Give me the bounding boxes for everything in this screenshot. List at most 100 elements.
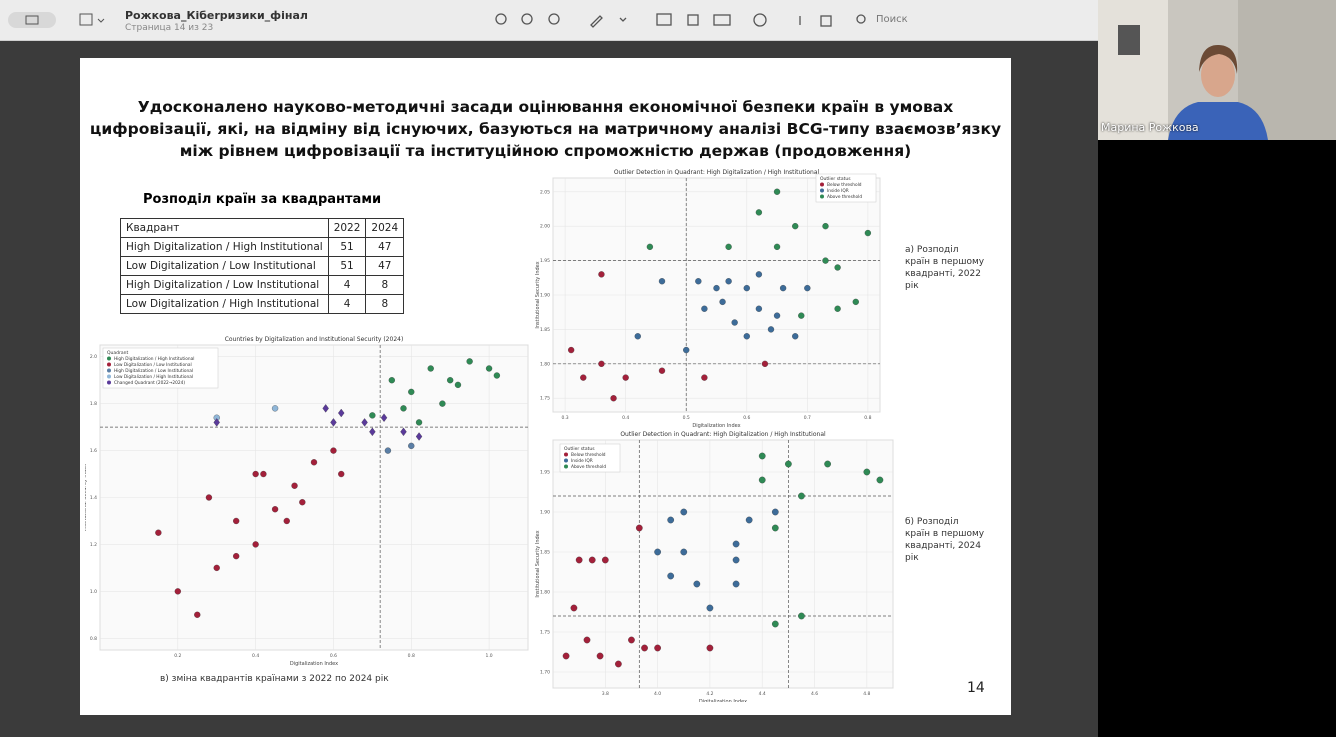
legend-entry: High Digitalization / High Institutional: [114, 356, 195, 362]
table-row: Low Digitalization / High Institutional 4…: [120, 294, 405, 314]
point: [361, 418, 368, 427]
icon: [25, 15, 39, 25]
point: [680, 548, 688, 556]
table-cell: 4: [327, 275, 367, 295]
page-number: 14: [967, 680, 985, 696]
y-tick-label: 2.0: [90, 354, 97, 360]
caption: в) зміна квадрантів країнами з 2022 по 2…: [160, 674, 389, 684]
point: [680, 508, 688, 516]
point: [583, 636, 591, 644]
legend-swatch: [564, 452, 568, 457]
table-cell: High Digitalization / High Institutional: [120, 237, 329, 257]
point: [824, 460, 831, 468]
point: [641, 644, 648, 652]
point: [291, 482, 298, 489]
toolbar: Рожкова_Кібеrризики_фінал Страница 14 из…: [0, 0, 1098, 41]
point: [447, 377, 454, 384]
legend-entry: Low Digitalization / High Institutional: [114, 374, 193, 380]
point: [493, 372, 501, 379]
point: [233, 553, 240, 560]
table-cell: 8: [365, 275, 405, 295]
y-tick-label: 1.80: [540, 590, 550, 596]
page-info: Страница 14 из 23: [125, 23, 214, 33]
legend-entry: Below threshold: [571, 452, 606, 458]
point: [580, 374, 587, 381]
point: [804, 284, 811, 292]
y-tick-label: 1.75: [540, 396, 550, 402]
point: [743, 284, 750, 292]
table-row: High Digitalization / High Institutional…: [120, 237, 405, 257]
table-cell: High Digitalization / Low Institutional: [120, 275, 329, 295]
legend-entry: Above threshold: [571, 464, 606, 470]
search-field[interactable]: Поиск: [876, 14, 908, 25]
point: [773, 243, 781, 250]
y-axis-label: Institutional Security Index: [535, 261, 541, 328]
point: [628, 636, 635, 644]
scatter-chart: 3.8 4.0 4.2 4.4 4.6 4.8 1.70 1.75 1.80 1.85 1.90 1.…: [535, 431, 894, 702]
point: [755, 209, 763, 216]
y-tick-label: 1.70: [540, 670, 550, 676]
quadrant-table: Квадрант 2022 2024 High Digitalization / Hi…: [120, 218, 405, 314]
point: [755, 271, 763, 278]
table-title: Розподіл країн за квадрантами: [143, 192, 382, 207]
legend-swatch: [564, 464, 568, 469]
legend-swatch: [107, 374, 111, 379]
y-tick-label: 1.95: [540, 470, 550, 476]
view-button[interactable]: [79, 13, 93, 26]
point: [773, 188, 781, 195]
legend-swatch: [820, 188, 824, 193]
point: [271, 405, 279, 412]
point: [771, 524, 779, 532]
y-tick-label: 1.75: [540, 630, 550, 636]
x-tick-label: 4.4: [759, 691, 766, 697]
point: [634, 333, 641, 340]
point: [155, 529, 162, 536]
point: [792, 223, 799, 230]
point: [213, 418, 220, 427]
heading-line: Удосконалено науково-методичні засади оц…: [137, 98, 954, 116]
doc-title: Рожкова_Кібеrризики_фінал: [125, 9, 308, 22]
point: [400, 427, 407, 437]
y-tick-label: 1.2: [90, 542, 97, 548]
x-tick-label: 0.7: [804, 415, 811, 421]
point: [380, 413, 388, 422]
y-tick-label: 2.05: [540, 189, 550, 195]
sidebar-toggle[interactable]: [8, 12, 56, 28]
y-tick-label: 2.00: [540, 224, 550, 230]
table-cell: 51: [327, 237, 367, 257]
x-tick-label: 0.8: [864, 415, 871, 421]
y-tick-label: 1.80: [540, 361, 550, 367]
video-tile: Марина Рожкова: [1098, 0, 1336, 140]
toolbar-icons: [8, 12, 866, 28]
point: [415, 419, 423, 426]
point: [798, 312, 805, 319]
point: [667, 516, 675, 524]
point: [798, 492, 805, 500]
point: [646, 243, 654, 250]
table-cell: Квадрант: [120, 218, 329, 238]
point: [598, 271, 605, 278]
legend-title: Outlier status: [564, 446, 595, 452]
point: [562, 652, 570, 660]
point: [706, 604, 714, 612]
point: [785, 460, 792, 468]
y-axis-label: Institutional Security Index: [85, 464, 88, 531]
table-cell: 51: [327, 256, 367, 276]
point: [701, 374, 708, 381]
point: [194, 611, 201, 618]
point: [408, 442, 415, 450]
point: [570, 604, 578, 612]
point: [415, 432, 423, 441]
x-tick-label: 0.3: [562, 415, 569, 421]
point: [732, 556, 740, 564]
x-tick-label: 4.2: [706, 691, 713, 697]
legend-swatch: [107, 368, 111, 373]
legend-entry: Inside IQR: [827, 188, 849, 194]
table-row: High Digitalization / Low Institutional 4…: [120, 275, 405, 295]
table-cell: 2022: [327, 218, 367, 238]
scatter-chart: 0.3 0.4 0.5 0.6 0.7 0.8 1.75 1.80 1.85 1.90 1.95 2.…: [535, 169, 881, 429]
legend-entry: Inside IQR: [571, 458, 593, 464]
point: [731, 319, 738, 326]
point: [310, 459, 318, 466]
legend-entry: Changed Quadrant (2022→2024): [114, 380, 185, 386]
